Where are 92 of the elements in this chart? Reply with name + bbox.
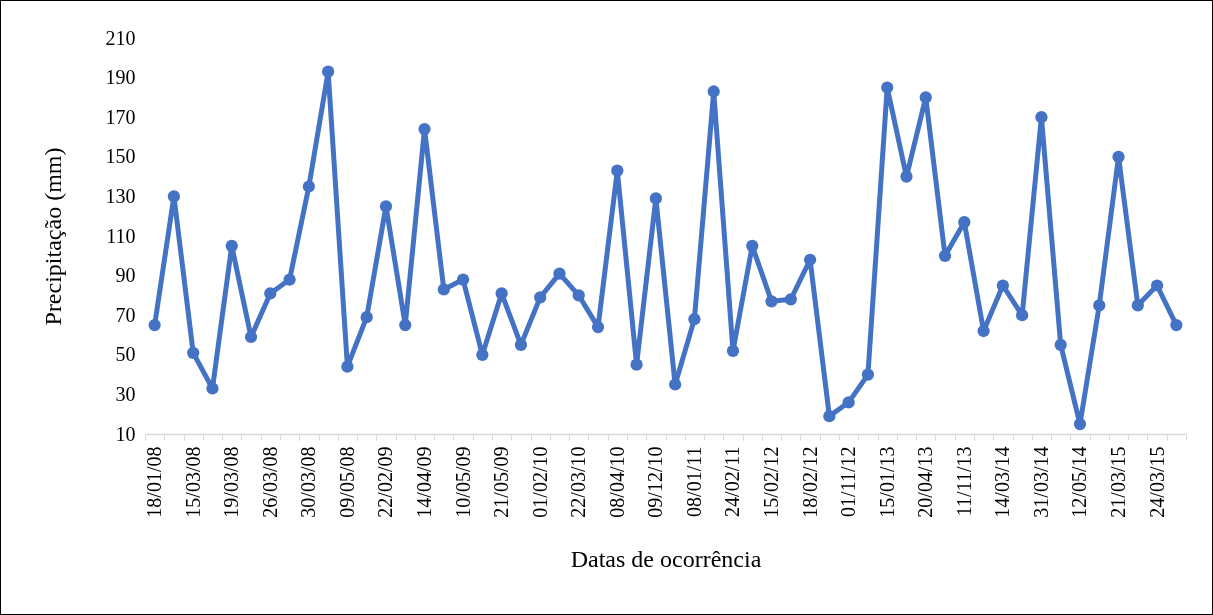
point <box>399 318 412 332</box>
x-tick-label: 31/03/14 <box>1029 446 1052 518</box>
point <box>958 216 971 229</box>
point <box>765 295 778 308</box>
x-tick-label: 24/03/15 <box>1145 446 1168 518</box>
point <box>283 273 296 286</box>
x-tick-label: 24/02/11 <box>721 446 744 517</box>
point <box>881 81 894 94</box>
point <box>1093 299 1106 312</box>
point <box>360 311 373 324</box>
point <box>1150 279 1164 292</box>
y-tick-label: 130 <box>105 184 136 207</box>
y-tick-label: 150 <box>105 145 136 168</box>
point <box>456 273 470 286</box>
point <box>803 253 817 266</box>
point <box>264 287 277 300</box>
x-tick-label: 15/03/08 <box>181 446 204 518</box>
point <box>418 122 431 136</box>
x-tick-label: 15/02/12 <box>760 446 783 518</box>
x-tick-label: 19/03/08 <box>220 446 243 518</box>
x-tick-label: 21/03/15 <box>1107 446 1130 518</box>
x-tick-label: 18/01/08 <box>143 446 166 518</box>
point <box>302 180 315 193</box>
x-tick-label: 21/05/09 <box>490 446 513 518</box>
x-tick-label: 22/03/10 <box>567 446 590 518</box>
x-tick-label: 22/02/09 <box>374 446 397 518</box>
y-tick-label: 70 <box>115 303 136 326</box>
y-axis-title: Precipitação (mm) <box>39 147 66 326</box>
point <box>649 192 662 205</box>
x-tick-label: 14/04/09 <box>413 446 436 518</box>
point <box>611 164 624 177</box>
y-tick-label: 10 <box>115 422 136 445</box>
point <box>746 239 759 253</box>
x-tick-label: 11/11/13 <box>952 446 975 517</box>
point <box>187 346 200 359</box>
x-tick-label: 01/11/12 <box>837 446 860 517</box>
x-tick-label: 09/12/10 <box>644 446 667 518</box>
x-tick-label: 10/05/09 <box>451 446 474 518</box>
point <box>688 313 701 326</box>
x-tick-label: 14/03/14 <box>991 446 1014 518</box>
point <box>379 200 393 213</box>
point <box>1170 318 1183 332</box>
point <box>341 360 354 373</box>
point <box>938 249 952 262</box>
point <box>842 396 855 409</box>
y-tick-label: 110 <box>106 224 136 247</box>
x-tick-label: 01/02/10 <box>528 446 551 518</box>
x-tick-label: 08/01/11 <box>682 446 705 517</box>
point <box>437 283 450 296</box>
point <box>572 289 585 302</box>
y-tick-label: 50 <box>115 343 136 366</box>
point <box>996 279 1009 292</box>
point <box>148 318 161 332</box>
x-tick-label: 12/05/14 <box>1068 446 1091 518</box>
point <box>977 324 990 338</box>
y-tick-label: 210 <box>105 26 136 49</box>
y-tick-label: 170 <box>105 105 136 128</box>
point <box>861 368 875 381</box>
point <box>669 378 682 391</box>
point <box>534 291 547 304</box>
y-tick-label: 90 <box>115 264 136 287</box>
point <box>630 358 643 371</box>
x-tick-label: 09/05/08 <box>335 446 358 518</box>
point <box>244 330 258 344</box>
point <box>206 382 219 395</box>
point <box>919 91 932 104</box>
point <box>900 170 913 183</box>
x-axis-title: Datas de ocorrência <box>570 545 762 572</box>
point <box>514 338 528 352</box>
y-tick-label: 190 <box>105 66 136 89</box>
point <box>1035 111 1048 124</box>
x-tick-label: 30/03/08 <box>297 446 320 518</box>
point <box>784 293 797 306</box>
point <box>1016 309 1029 322</box>
point <box>823 410 836 423</box>
point <box>1054 338 1067 352</box>
y-tick-label: 30 <box>115 382 136 405</box>
point <box>591 320 605 334</box>
point <box>322 65 335 78</box>
point <box>726 344 740 357</box>
point <box>225 239 238 253</box>
point <box>1131 299 1144 312</box>
x-tick-label: 20/04/13 <box>914 446 937 518</box>
point <box>707 85 720 98</box>
point <box>1112 150 1125 163</box>
point <box>1073 417 1087 431</box>
point <box>553 267 566 280</box>
x-tick-label: 18/02/12 <box>798 446 821 518</box>
x-tick-label: 15/01/13 <box>875 446 898 518</box>
x-tick-label: 26/03/08 <box>258 446 281 518</box>
x-tick-label: 08/04/10 <box>605 446 628 518</box>
point <box>167 190 181 203</box>
